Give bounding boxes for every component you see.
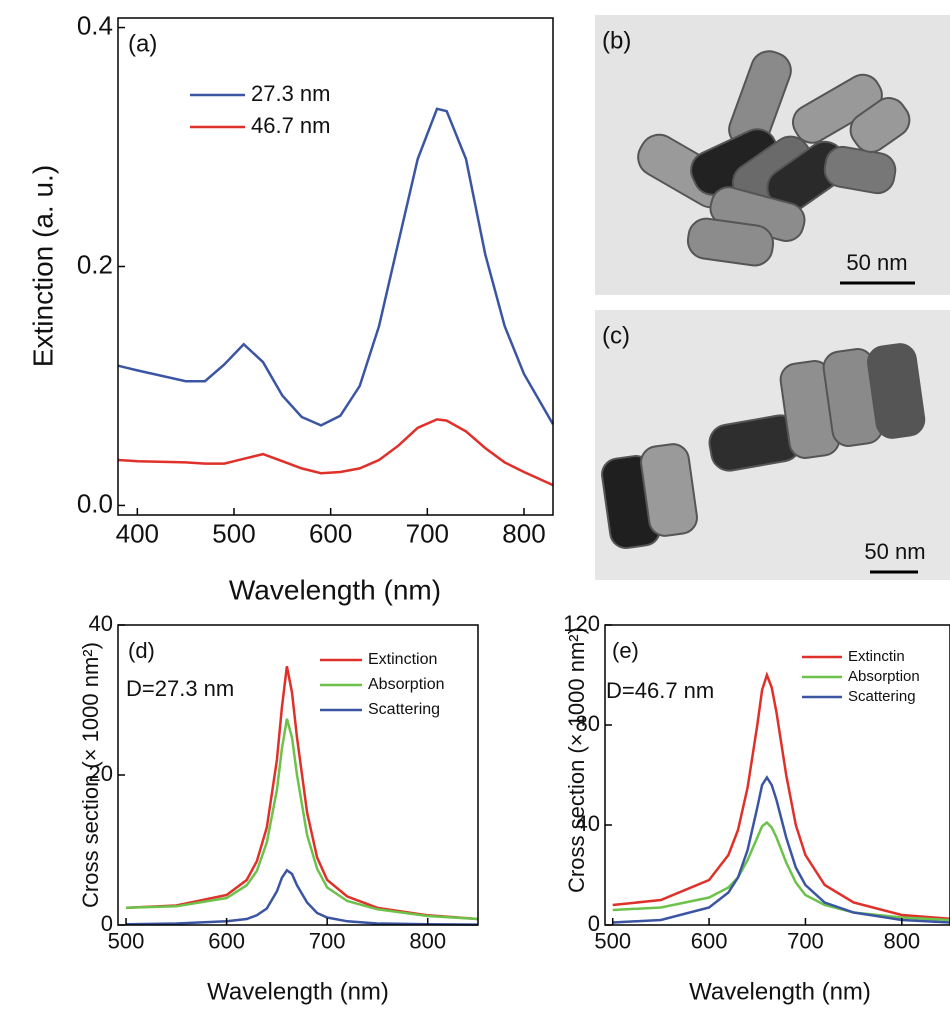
y-tick-label: 0: [588, 911, 600, 936]
annotation: (a): [128, 30, 157, 57]
x-tick-label: 500: [108, 928, 145, 953]
panel: 27.3 nm 46.7 nm 400 500 600 700 800 0.0 0.2 0.4 Wa…: [27, 10, 553, 605]
legend-label: Absorption: [848, 668, 920, 685]
x-tick-label: 800: [502, 519, 545, 549]
y-axis-label: Extinction (a. u.): [27, 165, 58, 367]
y-tick-label: 0: [101, 911, 113, 936]
x-tick-label: 400: [116, 519, 159, 549]
annotation: (e): [612, 638, 639, 663]
y-axis-label: Cross section (× 1000 nm²): [564, 627, 589, 893]
scale-bar-label: 50 nm: [846, 250, 907, 275]
data-line: [118, 419, 553, 485]
annotation: (d): [128, 638, 155, 663]
legend-label: Extinction: [368, 651, 437, 668]
y-axis-label: Cross section (× 1000 nm²): [78, 642, 103, 908]
figure: (b) 50 nm (c) 50 nm 27.3 nm46.7 nm400500…: [0, 0, 950, 1010]
x-tick-label: 800: [883, 928, 920, 953]
x-axis-label: Wavelength (nm): [689, 978, 871, 1005]
x-tick-label: 600: [691, 928, 728, 953]
tem-panel-b: (b) 50 nm: [595, 15, 950, 295]
x-tick-label: 700: [787, 928, 824, 953]
scale-bar-label: 50 nm: [864, 539, 925, 564]
annotation: D=27.3 nm: [126, 676, 234, 701]
y-tick-label: 0.0: [77, 488, 113, 518]
legend-label: Absorption: [368, 676, 445, 693]
data-line: [613, 675, 950, 919]
legend-label: Scattering: [368, 701, 440, 718]
x-axis-label: Wavelength (nm): [229, 574, 441, 605]
data-line: [118, 109, 553, 426]
x-tick-label: 500: [212, 519, 255, 549]
legend-label: 27.3 nm: [251, 81, 331, 106]
panel: Extinction Absorption Scattering 500 600 700 8…: [78, 611, 478, 1006]
legend-label: Scattering: [848, 688, 916, 705]
y-tick-label: 0.4: [77, 10, 113, 40]
y-tick-label: 40: [89, 611, 113, 636]
panel-label: (c): [602, 322, 630, 349]
y-tick-label: 0.2: [77, 249, 113, 279]
x-tick-label: 800: [409, 928, 446, 953]
legend-label: 46.7 nm: [251, 113, 331, 138]
panel-label: (b): [602, 27, 631, 54]
x-tick-label: 600: [208, 928, 245, 953]
legend-label: Extinctin: [848, 648, 905, 665]
annotation: D=46.7 nm: [606, 678, 714, 703]
data-line: [126, 719, 478, 919]
tem-panel-c: (c) 50 nm: [595, 310, 950, 580]
x-tick-label: 700: [406, 519, 449, 549]
data-line: [613, 823, 950, 921]
x-tick-label: 700: [309, 928, 346, 953]
x-tick-label: 600: [309, 519, 352, 549]
x-axis-label: Wavelength (nm): [207, 978, 389, 1005]
